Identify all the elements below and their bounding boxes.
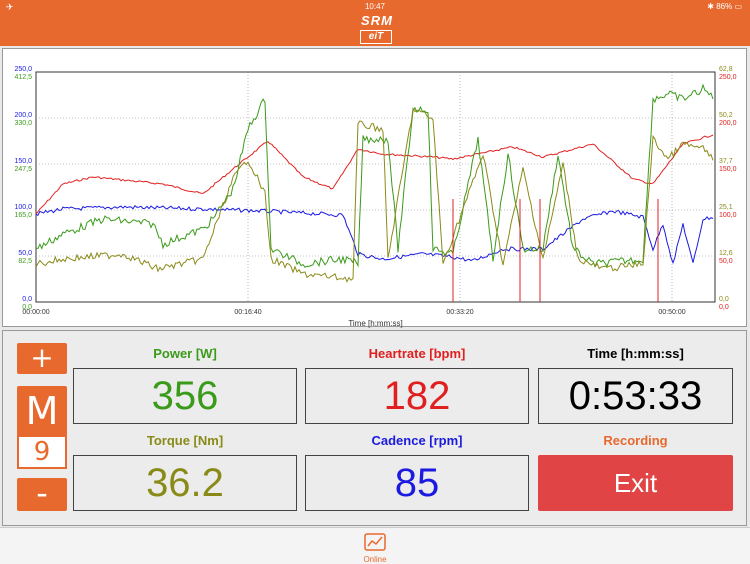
tick-x: 00:00:00 [22,309,49,316]
tab-online-label: Online [363,555,387,564]
tick-left-green: 82,5 [18,258,32,265]
torque-label: Torque [Nm] [146,433,224,448]
tick-left-blue: 150,0 [14,158,32,165]
recording-label: Recording [603,433,668,448]
tick-left-blue: 250,0 [14,66,32,73]
tick-left-green: 247,5 [14,166,32,173]
torque-value: 36.2 [73,455,297,511]
tick-x: 00:33:20 [446,309,473,316]
plus-button[interactable]: + [17,343,67,374]
tick-left-green: 165,0 [14,212,32,219]
tick-right-olive: 25,1 [719,204,733,211]
chart-svg: 0,00,00,00,050,082,512,650,0100,0165,025… [14,66,737,328]
tick-left-blue: 0,0 [22,296,32,303]
status-time: 10:47 [364,2,386,11]
time-value: 0:53:33 [538,368,733,424]
minus-button[interactable]: - [17,477,67,511]
tab-online[interactable]: Online [357,530,393,564]
metrics-panel: + M 9 - Power [W] 356 Heartrate [bpm] 18… [2,330,747,526]
torque-trace [35,106,714,283]
tick-x: 00:50:00 [658,309,685,316]
x-axis-label: Time [h:mm:ss] [348,319,402,328]
tick-left-green: 0,0 [22,304,32,311]
tick-right-olive: 12,6 [719,250,733,257]
power-trace [35,83,714,268]
tick-right-red: 200,0 [719,120,737,127]
battery-percent: 86% [716,2,733,11]
tick-left-green: 412,5 [14,74,32,81]
heartrate-trace [35,134,714,215]
ride-chart: 0,0 0,0 0,0 0,0 50,0 82,5 12,6 50,0 100,0 165,0 25… [2,48,747,328]
power-value: 356 [73,368,297,424]
cadence-trace [35,204,714,265]
heartrate-value: 182 [305,368,529,424]
battery-icon: ▭ [734,2,742,11]
time-label: Time [h:mm:ss] [587,346,684,361]
mode-button[interactable]: M [17,386,67,436]
plot-area [35,71,716,303]
tick-right-olive: 37,7 [719,158,733,165]
cadence-value: 85 [305,455,529,511]
tick-right-olive: 0,0 [719,296,729,303]
tick-right-red: 100,0 [719,212,737,219]
tick-left-blue: 200,0 [14,112,32,119]
tick-right-red: 150,0 [719,166,737,173]
tick-left-blue: 100,0 [14,204,32,211]
status-right: ✱ 86% ▭ [707,2,742,11]
srm-logo: SRM eiT [352,14,402,46]
bluetooth-icon: ✱ [707,2,714,11]
tick-left-green: 330,0 [14,120,32,127]
tick-right-red: 250,0 [719,74,737,81]
airplane-icon: ✈ [6,2,14,12]
tick-x: 00:16:40 [234,309,261,316]
power-label: Power [W] [153,346,217,361]
logo-bottom: eiT [360,30,392,44]
tick-right-red: 0,0 [719,304,729,311]
tick-left-blue: 50,0 [18,250,32,257]
mode-value: 9 [17,435,67,469]
chart-icon [364,533,386,551]
tick-right-olive: 50,2 [719,112,733,119]
tab-bar: Online [0,527,750,564]
tick-right-red: 50,0 [719,258,733,265]
tick-right-olive: 62,8 [719,66,733,73]
logo-top: SRM [361,13,393,28]
heartrate-label: Heartrate [bpm] [368,346,466,361]
app-header: ✈ 10:47 ✱ 86% ▭ SRM eiT [0,0,750,46]
cadence-label: Cadence [rpm] [371,433,463,448]
exit-button[interactable]: Exit [538,455,733,511]
